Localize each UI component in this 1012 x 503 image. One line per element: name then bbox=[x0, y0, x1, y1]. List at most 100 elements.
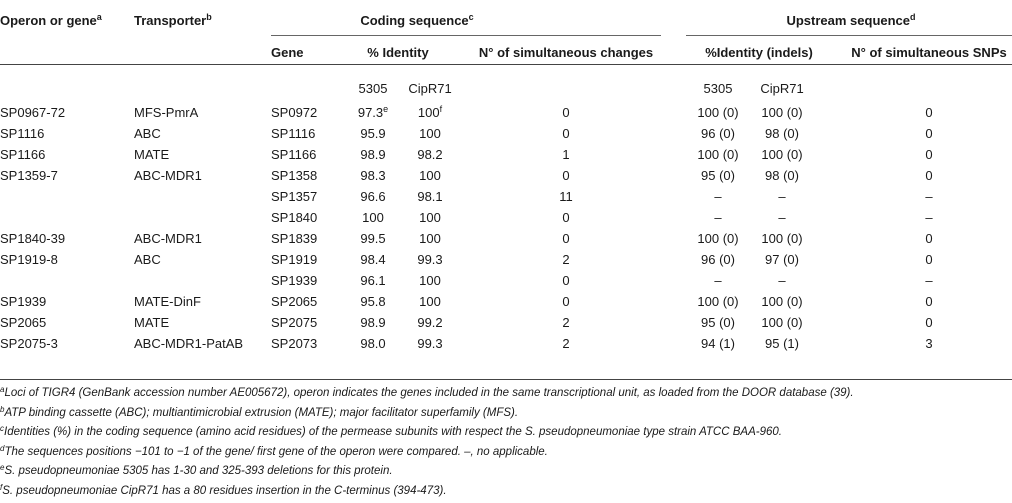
cell-upcip: – bbox=[778, 189, 786, 204]
strain-cipr71-upstream: CipR71 bbox=[760, 81, 804, 96]
cell-up5305: 95 (0) bbox=[701, 168, 735, 183]
footnote: bATP binding cassette (ABC); multiantimi… bbox=[0, 404, 519, 419]
cell-idcip: 100f bbox=[417, 104, 443, 121]
cell-upcip: 98 (0) bbox=[765, 168, 799, 183]
cell-up5305: – bbox=[714, 189, 722, 204]
cell-snps: 3 bbox=[925, 336, 933, 351]
cell-changes: 0 bbox=[562, 168, 570, 183]
cell-snps: 0 bbox=[925, 294, 933, 309]
cell-transporter: ABC-MDR1-PatAB bbox=[134, 336, 244, 351]
cell-changes: 0 bbox=[562, 105, 570, 120]
cell-idcip: 98.2 bbox=[417, 147, 443, 162]
cell-idcip: 99.3 bbox=[417, 336, 443, 351]
cell-operon: SP2065 bbox=[0, 315, 47, 330]
cell-changes: 0 bbox=[562, 294, 570, 309]
cell-snps: 0 bbox=[925, 168, 933, 183]
cell-up5305: 100 (0) bbox=[697, 231, 739, 246]
cell-id5305: 98.9 bbox=[360, 315, 386, 330]
cell-up5305: 96 (0) bbox=[701, 252, 735, 267]
cell-gene: SP1166 bbox=[271, 147, 317, 162]
cell-snps: 0 bbox=[925, 231, 933, 246]
cell-transporter: MATE bbox=[134, 147, 170, 162]
cell-snps: – bbox=[925, 189, 933, 204]
cell-id5305: 95.8 bbox=[360, 294, 386, 309]
cell-idcip: 100 bbox=[419, 273, 441, 288]
header-transporter: Transporterb bbox=[134, 12, 212, 29]
cell-idcip: 99.2 bbox=[417, 315, 443, 330]
cell-operon: SP1840-39 bbox=[0, 231, 66, 246]
cell-snps: 0 bbox=[925, 105, 933, 120]
cell-changes: 0 bbox=[562, 231, 570, 246]
cell-changes: 0 bbox=[562, 126, 570, 141]
cell-changes: 0 bbox=[562, 210, 570, 225]
cell-snps: 0 bbox=[925, 147, 933, 162]
cell-upcip: 97 (0) bbox=[765, 252, 799, 267]
cell-changes: 2 bbox=[562, 252, 570, 267]
upstream-group-divider bbox=[686, 35, 1012, 36]
cell-operon: SP1359-7 bbox=[0, 168, 58, 183]
footnote: fS. pseudopneumoniae CipR71 has a 80 res… bbox=[0, 482, 447, 497]
cell-idcip: 100 bbox=[419, 294, 441, 309]
cell-id5305: 99.5 bbox=[360, 231, 386, 246]
cell-gene: SP1919 bbox=[271, 252, 318, 267]
cell-snps: – bbox=[925, 273, 933, 288]
strain-cipr71-coding: CipR71 bbox=[408, 81, 452, 96]
cell-id5305: 95.9 bbox=[360, 126, 386, 141]
cell-upcip: 95 (1) bbox=[765, 336, 799, 351]
cell-upcip: 100 (0) bbox=[761, 231, 803, 246]
cell-snps: 0 bbox=[925, 126, 933, 141]
cell-transporter: ABC bbox=[134, 252, 161, 267]
cell-operon: SP1116 bbox=[0, 126, 45, 141]
cell-gene: SP1939 bbox=[271, 273, 318, 288]
cell-operon: SP2075-3 bbox=[0, 336, 58, 351]
header-rule bbox=[0, 64, 1012, 65]
footnote: dThe sequences positions −101 to −1 of t… bbox=[0, 443, 548, 458]
cell-upcip: 100 (0) bbox=[761, 105, 803, 120]
cell-id5305: 98.0 bbox=[360, 336, 386, 351]
cell-operon: SP1919-8 bbox=[0, 252, 58, 267]
cell-idcip: 100 bbox=[419, 210, 441, 225]
cell-id5305: 97.3e bbox=[357, 104, 389, 121]
footnote: eS. pseudopneumoniae 5305 has 1-30 and 3… bbox=[0, 463, 393, 478]
cell-upcip: 100 (0) bbox=[761, 315, 803, 330]
cell-upcip: – bbox=[778, 273, 786, 288]
header-snps: N° of simultaneous SNPs bbox=[851, 45, 1007, 60]
cell-id5305: 96.6 bbox=[360, 189, 386, 204]
cell-gene: SP1839 bbox=[271, 231, 318, 246]
cell-gene: SP1840 bbox=[271, 210, 318, 225]
cell-transporter: ABC-MDR1 bbox=[134, 231, 202, 246]
cell-idcip: 99.3 bbox=[417, 252, 443, 267]
cell-operon: SP1939 bbox=[0, 294, 47, 309]
cell-transporter: ABC bbox=[134, 126, 161, 141]
cell-up5305: 96 (0) bbox=[701, 126, 735, 141]
cell-up5305: 95 (0) bbox=[701, 315, 735, 330]
footnote: aLoci of TIGR4 (GenBank accession number… bbox=[0, 385, 854, 400]
cell-id5305: 98.4 bbox=[360, 252, 386, 267]
footnote: cIdentities (%) in the coding sequence (… bbox=[0, 424, 782, 439]
cell-transporter: ABC-MDR1 bbox=[134, 168, 202, 183]
cell-idcip: 100 bbox=[419, 168, 441, 183]
cell-id5305: 100 bbox=[362, 210, 384, 225]
cell-up5305: – bbox=[714, 210, 722, 225]
cell-id5305: 98.3 bbox=[360, 168, 386, 183]
cell-changes: 2 bbox=[562, 315, 570, 330]
cell-transporter: MFS-PmrA bbox=[134, 105, 199, 120]
cell-snps: 0 bbox=[925, 315, 933, 330]
cell-up5305: 100 (0) bbox=[697, 294, 739, 309]
cell-id5305: 96.1 bbox=[360, 273, 386, 288]
cell-gene: SP2075 bbox=[271, 315, 318, 330]
cell-up5305: 94 (1) bbox=[701, 336, 735, 351]
cell-operon: SP1166 bbox=[0, 147, 46, 162]
header-operon: Operon or genea bbox=[0, 12, 102, 29]
strain-5305-upstream: 5305 bbox=[703, 81, 733, 96]
coding-group-divider bbox=[271, 35, 661, 36]
cell-changes: 1 bbox=[562, 147, 570, 162]
cell-changes: 0 bbox=[562, 273, 570, 288]
header-gene: Gene bbox=[271, 45, 304, 60]
cell-idcip: 100 bbox=[419, 231, 441, 246]
cell-id5305: 98.9 bbox=[360, 147, 386, 162]
table-bottom-rule bbox=[0, 379, 1012, 380]
header-upstream-sequence: Upstream sequenced bbox=[786, 12, 916, 29]
cell-operon: SP0967-72 bbox=[0, 105, 66, 120]
cell-gene: SP2065 bbox=[271, 294, 318, 309]
